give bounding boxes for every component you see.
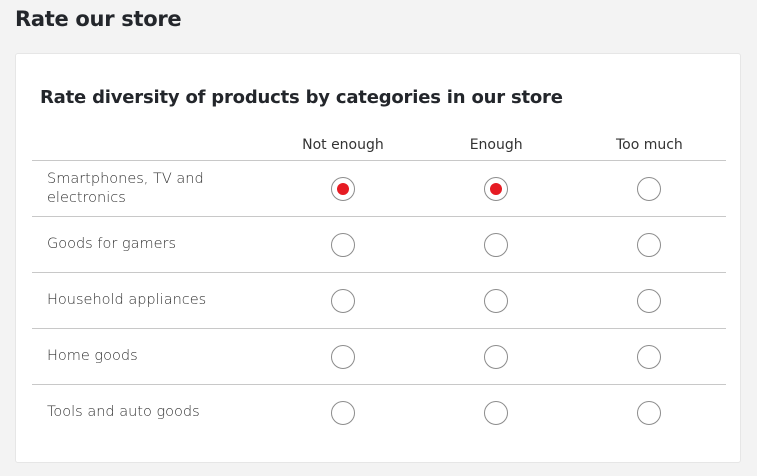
radio-button[interactable] bbox=[484, 344, 509, 369]
radio-cell bbox=[419, 160, 573, 217]
radio-button[interactable] bbox=[484, 400, 509, 425]
radio-button[interactable] bbox=[330, 344, 355, 369]
radio-button[interactable] bbox=[637, 344, 662, 369]
radio-button[interactable] bbox=[637, 288, 662, 313]
row-label: Goods for gamers bbox=[32, 216, 267, 273]
radio-button[interactable] bbox=[330, 400, 355, 425]
column-header: Enough bbox=[419, 130, 573, 161]
radio-button[interactable] bbox=[637, 176, 662, 201]
radio-button[interactable] bbox=[484, 288, 509, 313]
radio-button[interactable] bbox=[330, 176, 355, 201]
radio-cell bbox=[572, 160, 726, 217]
question-title: Rate diversity of products by categories… bbox=[40, 87, 563, 108]
table-row: Home goods bbox=[32, 328, 726, 385]
table-row: Tools and auto goods bbox=[32, 385, 726, 441]
radio-cell bbox=[266, 385, 419, 441]
radio-cell bbox=[572, 328, 726, 385]
table-row: Household appliances bbox=[32, 272, 726, 329]
radio-cell bbox=[419, 272, 573, 329]
header-row: Not enough Enough Too much bbox=[32, 130, 726, 161]
row-label: Tools and auto goods bbox=[47, 404, 200, 420]
radio-cell bbox=[419, 328, 573, 385]
column-header: Too much bbox=[572, 130, 726, 161]
radio-cell bbox=[420, 385, 573, 441]
table-row: Goods for gamers bbox=[32, 216, 726, 273]
radio-cell bbox=[266, 216, 420, 273]
radio-cell bbox=[572, 272, 726, 329]
table-row: Smartphones, TV and electronics bbox=[32, 160, 726, 217]
radio-button[interactable] bbox=[484, 232, 509, 257]
radio-cell bbox=[573, 385, 726, 441]
radio-cell bbox=[266, 160, 420, 217]
radio-button[interactable] bbox=[330, 232, 355, 257]
radio-button[interactable] bbox=[484, 176, 509, 201]
radio-cell bbox=[266, 272, 420, 329]
column-header: Not enough bbox=[266, 130, 420, 161]
row-label: Home goods bbox=[32, 328, 267, 385]
page-title: Rate our store bbox=[15, 7, 182, 31]
row-label: Household appliances bbox=[32, 272, 267, 329]
radio-cell bbox=[419, 216, 573, 273]
question-card: Rate diversity of products by categories… bbox=[15, 53, 741, 463]
row-label: Smartphones, TV and electronics bbox=[32, 160, 267, 217]
radio-button[interactable] bbox=[330, 288, 355, 313]
radio-button[interactable] bbox=[637, 232, 662, 257]
radio-cell bbox=[266, 328, 420, 385]
matrix-table: Not enough Enough Too much Smartphones, TV… bbox=[32, 130, 726, 440]
radio-cell bbox=[572, 216, 726, 273]
radio-button[interactable] bbox=[637, 400, 662, 425]
header-empty bbox=[32, 130, 267, 161]
